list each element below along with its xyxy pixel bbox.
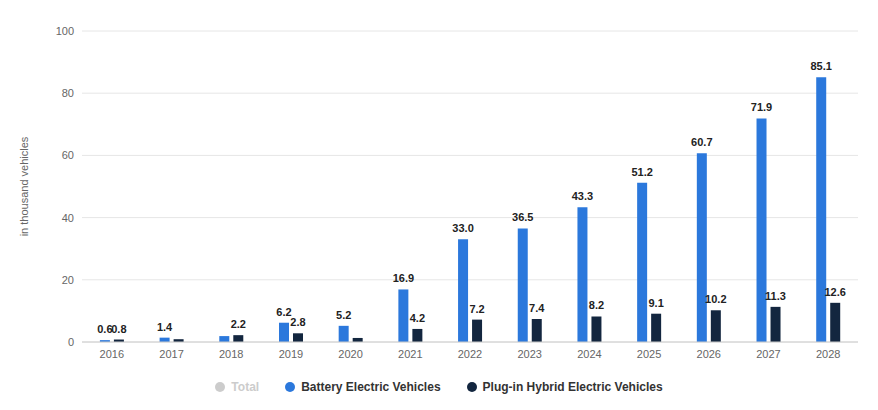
- svg-text:71.9: 71.9: [751, 101, 772, 113]
- html-text:Battery Electric Vehicles: Battery Electric Vehicles: [301, 380, 441, 394]
- svg-text:33.0: 33.0: [452, 222, 473, 234]
- svg-text:60.7: 60.7: [691, 136, 712, 148]
- svg-text:100: 100: [56, 25, 74, 37]
- svg-text:7.4: 7.4: [529, 302, 545, 314]
- svg-text:0.8: 0.8: [111, 323, 126, 335]
- svg-text:8.2: 8.2: [589, 299, 604, 311]
- svg-text:2.8: 2.8: [290, 316, 305, 328]
- svg-text:80: 80: [62, 87, 74, 99]
- svg-text:9.1: 9.1: [648, 297, 663, 309]
- svg-text:40: 40: [62, 212, 74, 224]
- svg-text:36.5: 36.5: [512, 211, 533, 223]
- svg-text:20: 20: [62, 274, 74, 286]
- svg-text:51.2: 51.2: [631, 166, 652, 178]
- svg-text:2.2: 2.2: [231, 318, 246, 330]
- html-text:Total: Total: [231, 380, 260, 394]
- svg-text:4.2: 4.2: [410, 312, 425, 324]
- svg-text:in thousand vehicles: in thousand vehicles: [18, 136, 30, 236]
- svg-text:2019: 2019: [279, 348, 303, 360]
- svg-text:2022: 2022: [458, 348, 482, 360]
- svg-text:6.2: 6.2: [276, 306, 291, 318]
- html-text:Plug-in Hybrid Electric Vehicl: Plug-in Hybrid Electric Vehicles: [482, 380, 663, 394]
- svg-text:10.2: 10.2: [705, 293, 726, 305]
- svg-text:0: 0: [68, 336, 74, 348]
- svg-text:2027: 2027: [756, 348, 780, 360]
- svg-text:85.1: 85.1: [811, 60, 832, 72]
- svg-text:2026: 2026: [697, 348, 721, 360]
- svg-text:2020: 2020: [338, 348, 362, 360]
- svg-text:2018: 2018: [219, 348, 243, 360]
- svg-text:2025: 2025: [637, 348, 661, 360]
- svg-text:43.3: 43.3: [572, 190, 593, 202]
- svg-text:60: 60: [62, 149, 74, 161]
- svg-text:2021: 2021: [398, 348, 422, 360]
- svg-text:2028: 2028: [816, 348, 840, 360]
- svg-text:1.4: 1.4: [157, 321, 173, 333]
- svg-text:2023: 2023: [517, 348, 541, 360]
- svg-text:7.2: 7.2: [469, 303, 484, 315]
- svg-text:5.2: 5.2: [336, 309, 351, 321]
- svg-text:2024: 2024: [577, 348, 601, 360]
- svg-text:11.3: 11.3: [765, 290, 786, 302]
- svg-text:16.9: 16.9: [393, 272, 414, 284]
- svg-text:12.6: 12.6: [825, 286, 846, 298]
- svg-text:0.6: 0.6: [97, 323, 112, 335]
- svg-text:2017: 2017: [159, 348, 183, 360]
- svg-text:2016: 2016: [100, 348, 124, 360]
